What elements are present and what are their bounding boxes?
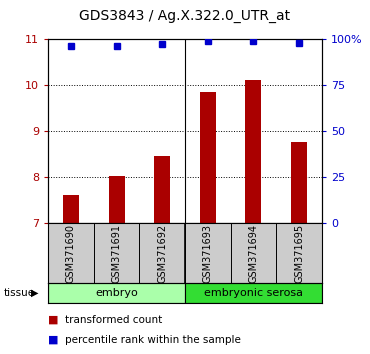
Text: ■: ■ [48,335,58,345]
Text: tissue: tissue [4,288,35,298]
Bar [48,283,185,303]
Text: embryonic serosa: embryonic serosa [204,288,303,298]
Text: GSM371693: GSM371693 [203,224,213,282]
Bar [291,143,307,223]
Bar [185,283,322,303]
Bar [245,80,262,223]
Text: embryo: embryo [95,288,138,298]
Text: GSM371695: GSM371695 [294,223,304,283]
Text: GSM371690: GSM371690 [66,224,76,282]
Bar [108,176,125,223]
Bar [63,195,79,223]
Bar [200,92,216,223]
Text: GDS3843 / Ag.X.322.0_UTR_at: GDS3843 / Ag.X.322.0_UTR_at [80,9,290,23]
Text: transformed count: transformed count [65,315,162,325]
Bar [154,156,170,223]
Text: ▶: ▶ [31,288,39,298]
Text: GSM371691: GSM371691 [111,224,122,282]
Text: ■: ■ [48,315,58,325]
Text: percentile rank within the sample: percentile rank within the sample [65,335,240,345]
Text: GSM371694: GSM371694 [248,224,259,282]
Text: GSM371692: GSM371692 [157,223,167,283]
